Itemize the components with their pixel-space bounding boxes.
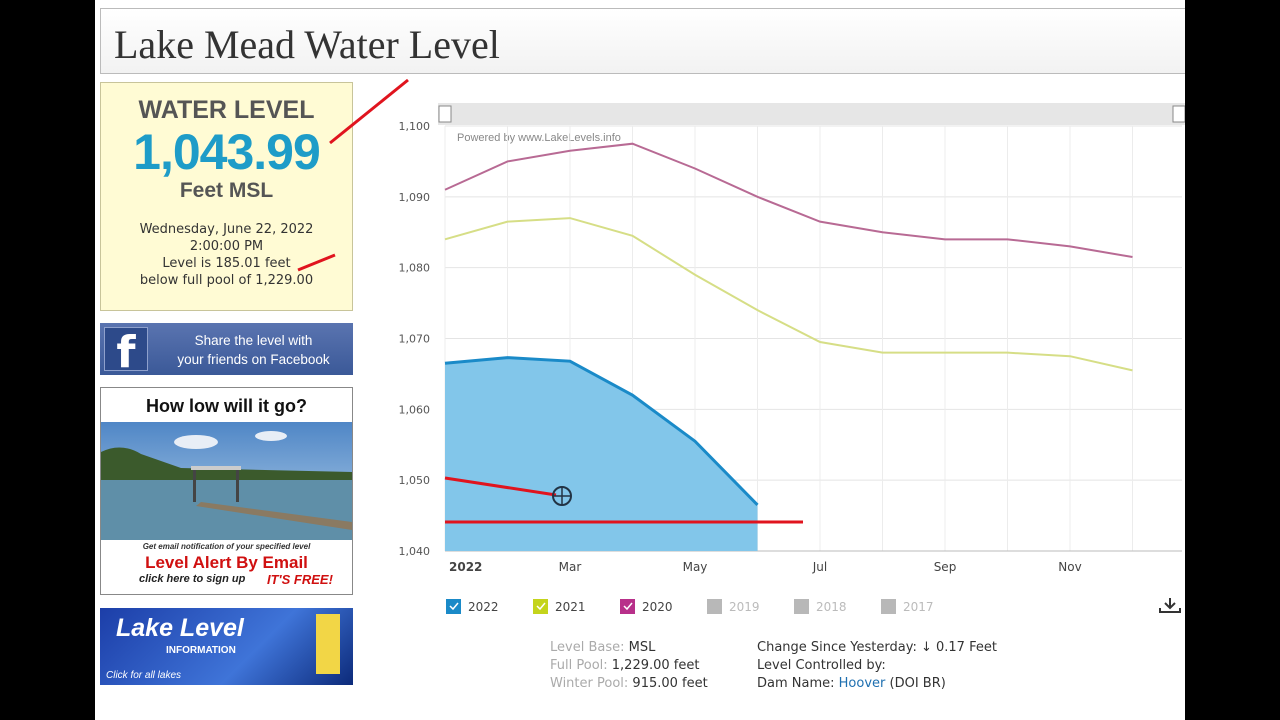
level-time: 2:00:00 PM bbox=[189, 239, 264, 254]
detail-label: Winter Pool: bbox=[550, 676, 629, 691]
y-tick-label: 1,070 bbox=[399, 333, 431, 346]
facebook-icon: f bbox=[104, 327, 148, 378]
detail-value[interactable]: Hoover bbox=[838, 676, 886, 691]
chart: Powered by www.LakeLevels.info 1,040 1,05… bbox=[399, 103, 1185, 614]
detail-label: Change Since Yesterday: bbox=[757, 640, 917, 655]
y-tick-label: 1,040 bbox=[399, 545, 431, 558]
legend-checkbox[interactable] bbox=[881, 599, 896, 614]
detail-row: Level Controlled by: bbox=[757, 657, 997, 675]
legend-label-inactive: 2019 bbox=[729, 600, 760, 614]
detail-label: Dam Name: bbox=[757, 676, 835, 691]
detail-row: Full Pool: 1,229.00 feet bbox=[550, 657, 708, 675]
y-tick-label: 1,050 bbox=[399, 474, 431, 487]
lakes-title: Lake Level bbox=[116, 614, 244, 642]
alert-free: IT'S FREE! bbox=[267, 572, 333, 587]
range-handle[interactable] bbox=[438, 105, 452, 123]
range-bar bbox=[438, 103, 1185, 125]
legend-label: 2022 bbox=[468, 600, 499, 614]
y-tick-label: 1,080 bbox=[399, 262, 431, 275]
x-tick-label: Nov bbox=[1058, 560, 1081, 574]
lake-photo bbox=[101, 422, 352, 540]
detail-value: 915.00 feet bbox=[632, 676, 708, 691]
legend-check bbox=[449, 602, 459, 611]
detail-row: Level Base: MSL bbox=[550, 639, 708, 657]
lakes-link: Click for all lakes bbox=[106, 670, 182, 681]
y-tick-label: 1,060 bbox=[399, 403, 431, 416]
facebook-share[interactable]: f Share the level with your friends on F… bbox=[100, 323, 353, 378]
range-handle[interactable] bbox=[1172, 105, 1185, 123]
detail-extra: (DOI BR) bbox=[889, 676, 946, 691]
legend-check bbox=[623, 602, 633, 611]
detail-row: Change Since Yesterday: ↓ 0.17 Feet bbox=[757, 639, 997, 657]
level-date: Wednesday, June 22, 2022 bbox=[139, 222, 314, 237]
detail-label: Level Base: bbox=[550, 640, 625, 655]
y-tick-label: 1,090 bbox=[399, 191, 431, 204]
legend-label: 2020 bbox=[642, 600, 673, 614]
detail-value: ↓ 0.17 Feet bbox=[920, 640, 997, 655]
water-level-box: WATER LEVEL 1,043.99 Feet MSL Wednesday,… bbox=[100, 82, 353, 311]
alert-box[interactable]: How low will it go? Get email notificati… bbox=[100, 387, 353, 595]
header: Lake Mead Water Level bbox=[100, 8, 1185, 74]
lake-level-info[interactable]: Lake Level INFORMATION Click for all lak… bbox=[100, 608, 353, 685]
share-text: Share the level with bbox=[194, 333, 313, 348]
legend-label-inactive: 2018 bbox=[816, 600, 847, 614]
alert-heading: How low will it go? bbox=[146, 396, 307, 416]
details-left: Level Base: MSL Full Pool: 1,229.00 feet W… bbox=[550, 639, 708, 693]
chart-annotation: Powered by www.LakeLevels.info bbox=[457, 132, 621, 144]
level-heading: WATER LEVEL bbox=[138, 96, 315, 124]
alert-signup: click here to sign up bbox=[139, 573, 246, 585]
level-value: 1,043.99 bbox=[133, 124, 321, 180]
lakes-subtitle: INFORMATION bbox=[166, 645, 236, 656]
detail-value: 1,229.00 feet bbox=[611, 658, 700, 673]
level-unit: Feet MSL bbox=[179, 179, 274, 202]
area bbox=[445, 357, 758, 551]
detail-row: Winter Pool: 915.00 feet bbox=[550, 675, 708, 693]
alert-title: Level Alert By Email bbox=[145, 553, 308, 572]
share-text: your friends on Facebook bbox=[177, 352, 330, 367]
download-icon[interactable] bbox=[1159, 598, 1181, 613]
legend-checkbox[interactable] bbox=[533, 599, 548, 614]
page-title: Lake Mead Water Level bbox=[114, 22, 500, 67]
legend-label-inactive: 2017 bbox=[903, 600, 934, 614]
alert-note: Get email notification of your specified… bbox=[142, 542, 311, 551]
detail-value: MSL bbox=[628, 640, 656, 655]
detail-label: Level Controlled by: bbox=[757, 658, 886, 673]
x-tick-label: 2022 bbox=[449, 560, 482, 574]
lakes-gauge bbox=[316, 614, 340, 674]
x-tick-label: May bbox=[683, 560, 708, 574]
x-tick-label: Sep bbox=[934, 560, 957, 574]
legend-check bbox=[536, 602, 546, 611]
legend-checkbox[interactable] bbox=[707, 599, 722, 614]
legend-checkbox[interactable] bbox=[794, 599, 809, 614]
series-line bbox=[444, 142, 1133, 259]
x-tick-label: Mar bbox=[559, 560, 582, 574]
series-line bbox=[444, 356, 759, 507]
level-line: below full pool of 1,229.00 bbox=[139, 273, 314, 288]
detail-row: Dam Name: Hoover (DOI BR) bbox=[757, 675, 997, 693]
legend-checkbox[interactable] bbox=[620, 599, 635, 614]
level-line: Level is 185.01 feet bbox=[162, 256, 291, 271]
x-tick-label: Jul bbox=[812, 560, 827, 574]
details-right: Change Since Yesterday: ↓ 0.17 Feet Level… bbox=[757, 639, 997, 693]
series-line bbox=[444, 217, 1133, 372]
legend-checkbox[interactable] bbox=[446, 599, 461, 614]
y-tick-label: 1,100 bbox=[399, 120, 431, 133]
legend-label: 2021 bbox=[555, 600, 586, 614]
detail-label: Full Pool: bbox=[550, 658, 608, 673]
